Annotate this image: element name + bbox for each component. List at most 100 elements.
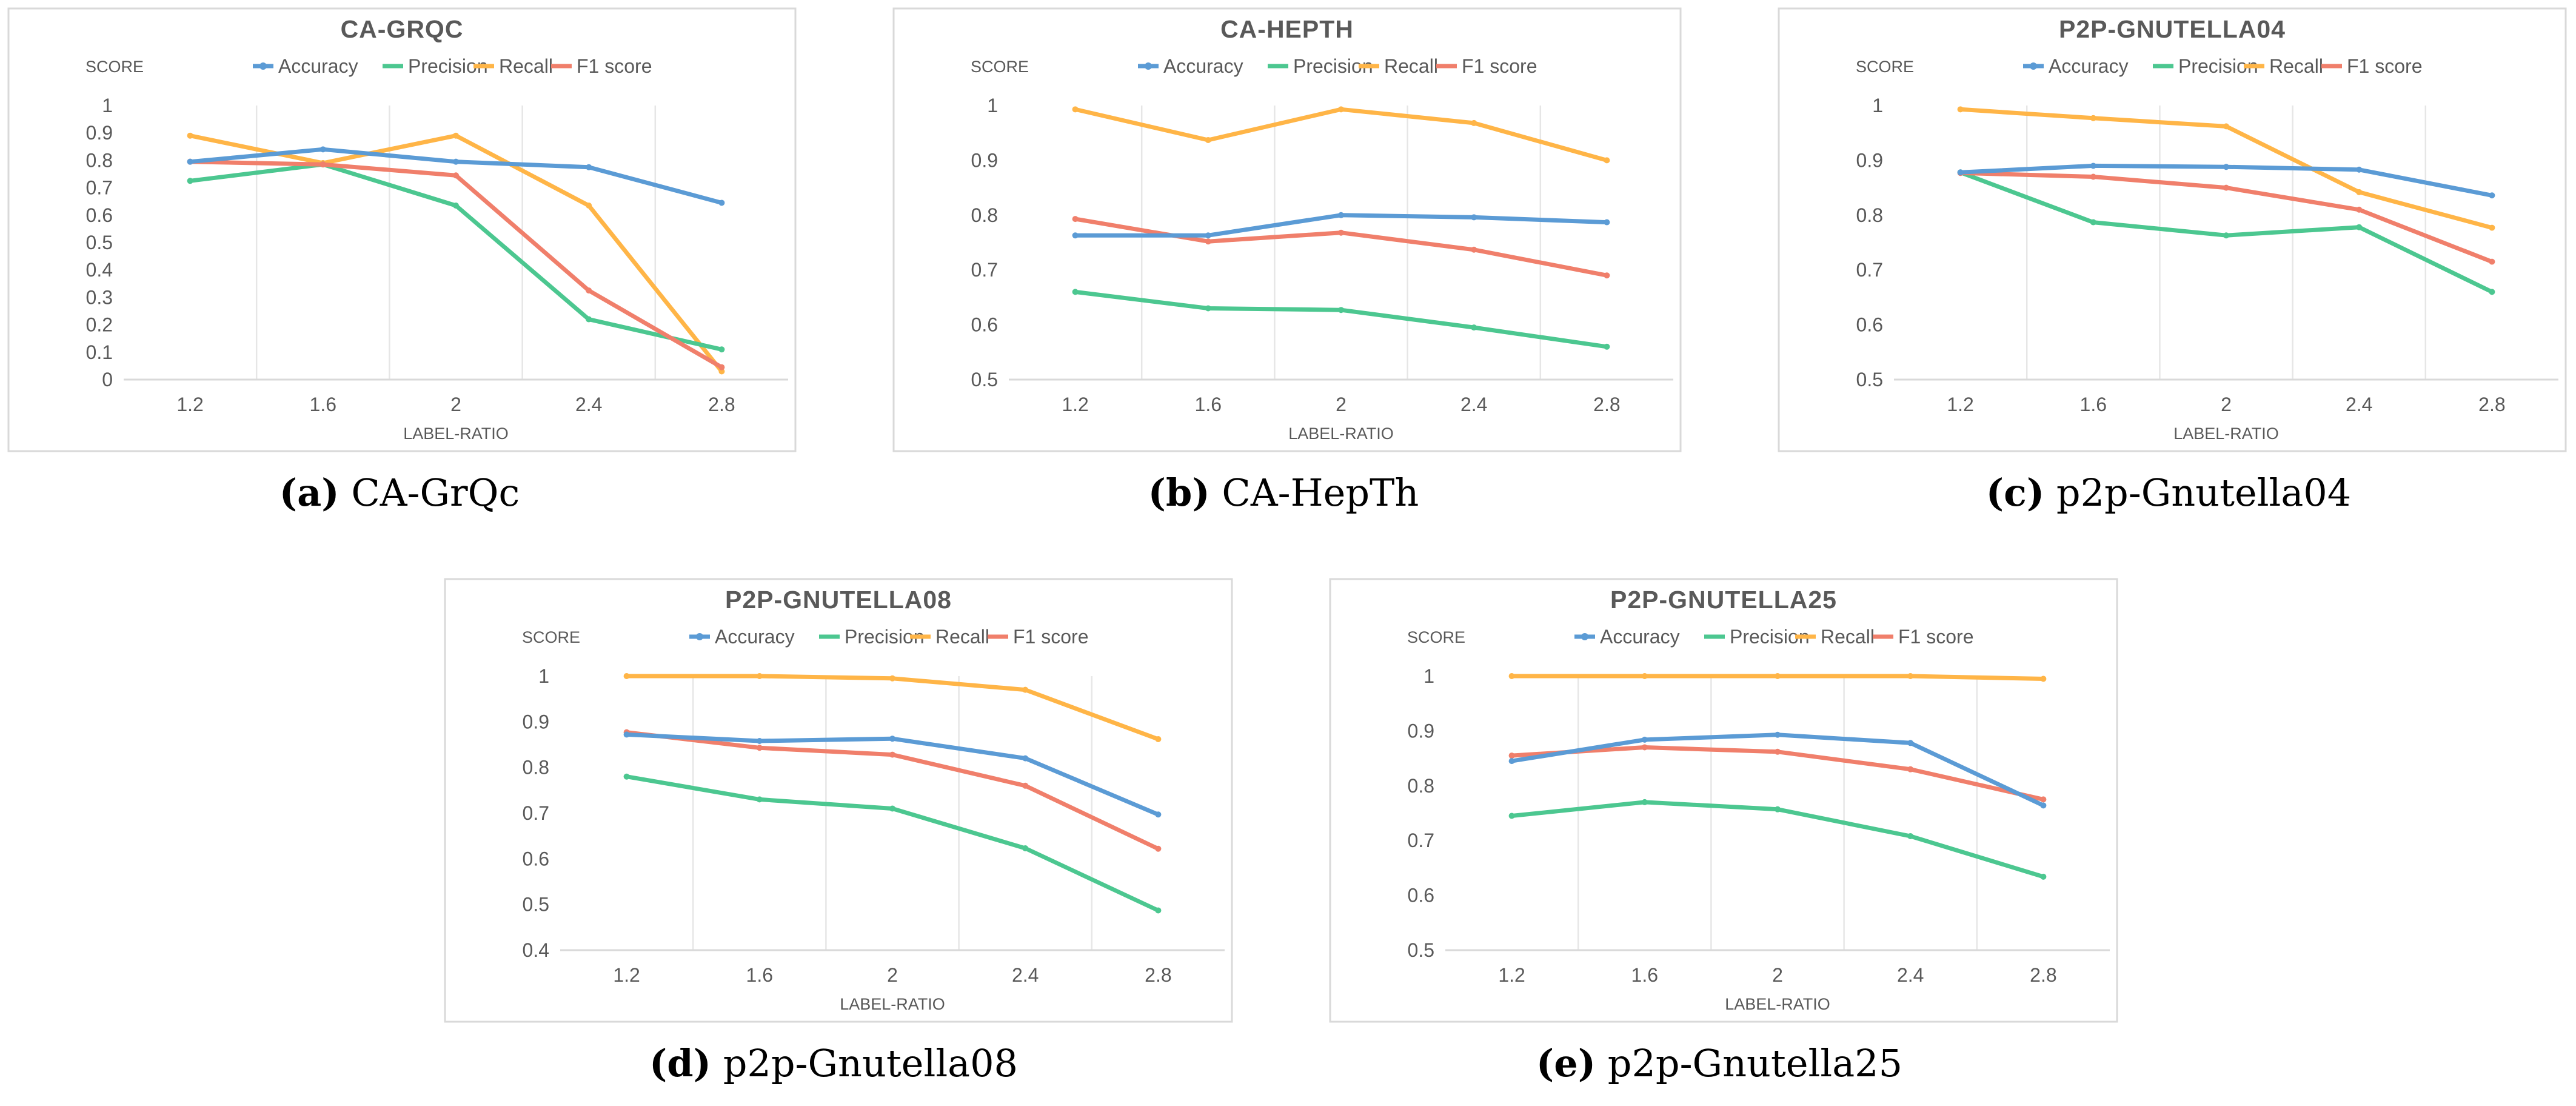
x-tick-label: 2	[1336, 394, 1347, 415]
data-point-accuracy	[623, 731, 630, 738]
y-tick-label: 0.9	[1856, 149, 1883, 171]
data-point-recall	[2489, 224, 2495, 231]
legend-label: F1 score	[1898, 626, 1973, 648]
data-point-accuracy	[1471, 214, 1477, 221]
data-point-accuracy	[453, 158, 459, 165]
legend-item[interactable]: Accuracy	[689, 626, 795, 648]
data-point-recall	[1471, 119, 1477, 126]
legend-item[interactable]: Accuracy	[2023, 55, 2129, 77]
legend-label: Accuracy	[2049, 55, 2129, 77]
x-tick-label: 2.8	[2030, 964, 2056, 986]
legend-label: Accuracy	[278, 55, 358, 77]
data-point-precision	[1155, 907, 1162, 914]
legend: Accuracy Precision Recall F1 score	[253, 55, 652, 77]
y-tick-label: 0.7	[971, 259, 998, 281]
data-point-precision	[2040, 873, 2047, 880]
data-point-f1	[1072, 216, 1079, 223]
legend-label: F1 score	[1013, 626, 1088, 648]
caption-name: p2p-Gnutella04	[2056, 471, 2351, 515]
x-tick-label: 2.8	[1145, 964, 1171, 986]
caption-name: p2p-Gnutella08	[723, 1041, 1018, 1085]
legend-item[interactable]: F1 score	[2321, 55, 2422, 77]
legend-label: Recall	[2269, 55, 2323, 77]
y-axis-label: SCORE	[522, 628, 580, 646]
legend: Accuracy Precision Recall F1 score	[2023, 55, 2422, 77]
legend-label: F1 score	[2347, 55, 2422, 77]
data-point-recall	[2223, 123, 2229, 130]
data-point-precision	[1907, 833, 1914, 839]
data-point-precision	[2356, 224, 2363, 230]
x-tick-label: 2.4	[575, 394, 602, 415]
x-tick-label: 2.4	[1460, 394, 1487, 415]
legend-item[interactable]: F1 score	[1873, 626, 1973, 648]
series-f1	[1508, 744, 2047, 803]
legend-item[interactable]: F1 score	[1436, 55, 1537, 77]
data-point-precision	[889, 805, 895, 812]
y-tick-label: 0.8	[86, 149, 113, 171]
legend-item[interactable]: F1 score	[551, 55, 652, 77]
data-point-recall	[1604, 157, 1610, 164]
data-point-recall	[2090, 115, 2096, 121]
legend-item[interactable]: Recall	[1359, 55, 1438, 77]
y-tick-label: 1	[987, 95, 998, 116]
series-precision	[1508, 799, 2047, 880]
data-point-precision	[1508, 813, 1515, 819]
legend-item[interactable]: Recall	[1795, 626, 1875, 648]
data-point-f1	[1775, 748, 1781, 755]
x-tick-label: 1.6	[1631, 964, 1658, 986]
y-tick-label: 1	[102, 95, 113, 116]
legend-label: Accuracy	[1163, 55, 1243, 77]
data-point-f1	[756, 745, 763, 751]
data-point-accuracy	[2489, 192, 2495, 199]
series-accuracy	[187, 146, 725, 206]
legend-marker	[2030, 62, 2037, 70]
legend-label: F1 score	[577, 55, 652, 77]
data-point-accuracy	[1604, 219, 1610, 226]
y-tick-label: 0.8	[971, 204, 998, 226]
x-tick-label: 1.2	[1947, 394, 1973, 415]
data-point-f1	[718, 364, 725, 370]
data-point-accuracy	[1957, 169, 1964, 176]
legend-item[interactable]: Recall	[2244, 55, 2323, 77]
x-axis-label: LABEL-RATIO	[840, 995, 945, 1013]
legend-label: Recall	[499, 55, 553, 77]
x-axis-label: LABEL-RATIO	[403, 424, 509, 443]
x-axis-label: LABEL-RATIO	[2173, 424, 2279, 443]
x-tick-label: 2	[2221, 394, 2232, 415]
y-tick-label: 0.4	[86, 259, 113, 281]
y-tick-label: 0.9	[523, 711, 549, 732]
y-tick-label: 0.8	[523, 757, 549, 779]
data-point-accuracy	[586, 164, 592, 170]
legend-item[interactable]: Accuracy	[1138, 55, 1243, 77]
data-point-f1	[1508, 752, 1515, 759]
data-point-accuracy	[2356, 166, 2363, 173]
x-tick-label: 1.2	[176, 394, 203, 415]
data-point-f1	[2356, 206, 2363, 213]
caption-letter: (a)	[279, 471, 340, 515]
legend-item[interactable]: Accuracy	[1574, 626, 1680, 648]
legend-item[interactable]: Recall	[910, 626, 989, 648]
y-tick-label: 1	[1423, 665, 1434, 687]
data-point-precision	[453, 202, 459, 209]
data-point-accuracy	[1641, 736, 1648, 743]
y-tick-label: 0.8	[1408, 775, 1434, 797]
chart-title: CA-GRQC	[341, 15, 464, 43]
legend-item[interactable]: F1 score	[988, 626, 1088, 648]
legend-marker	[1145, 62, 1152, 70]
data-point-precision	[1072, 289, 1079, 295]
chart-frame	[7, 7, 797, 452]
y-tick-label: 0.6	[86, 204, 113, 226]
x-tick-label: 2	[1772, 964, 1783, 986]
data-point-recall	[1338, 106, 1344, 113]
y-tick-label: 0.9	[971, 149, 998, 171]
x-tick-label: 2.4	[2346, 394, 2372, 415]
series-precision	[1072, 289, 1610, 350]
legend-item[interactable]: Accuracy	[253, 55, 358, 77]
y-tick-label: 0.9	[1408, 720, 1434, 742]
caption-letter: (d)	[649, 1041, 711, 1085]
legend: Accuracy Precision Recall F1 score	[689, 626, 1088, 648]
legend-item[interactable]: Recall	[473, 55, 553, 77]
